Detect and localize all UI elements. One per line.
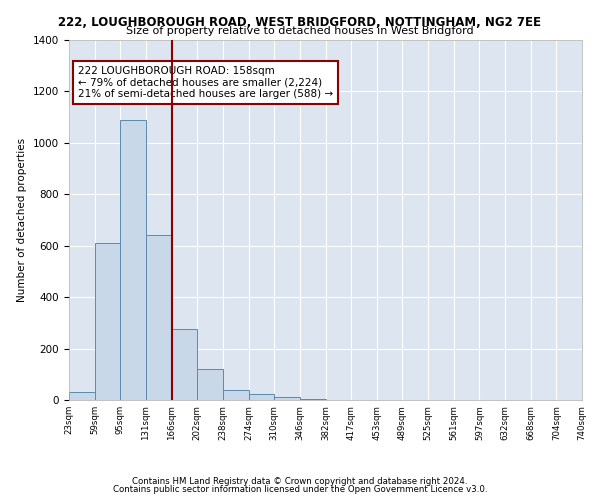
Text: Contains HM Land Registry data © Crown copyright and database right 2024.: Contains HM Land Registry data © Crown c… [132,477,468,486]
Text: Contains public sector information licensed under the Open Government Licence v3: Contains public sector information licen… [113,485,487,494]
Bar [274,398,300,400]
Bar [172,330,197,400]
Bar [146,236,172,400]
Bar [121,120,146,400]
Y-axis label: Number of detached properties: Number of detached properties [17,138,28,302]
Bar [248,394,274,400]
Bar [69,392,95,400]
Bar [223,390,248,400]
Text: Size of property relative to detached houses in West Bridgford: Size of property relative to detached ho… [126,26,474,36]
Bar [197,369,223,400]
Text: 222 LOUGHBOROUGH ROAD: 158sqm
← 79% of detached houses are smaller (2,224)
21% o: 222 LOUGHBOROUGH ROAD: 158sqm ← 79% of d… [78,66,333,99]
Bar [95,243,121,400]
Text: 222, LOUGHBOROUGH ROAD, WEST BRIDGFORD, NOTTINGHAM, NG2 7EE: 222, LOUGHBOROUGH ROAD, WEST BRIDGFORD, … [59,16,542,29]
